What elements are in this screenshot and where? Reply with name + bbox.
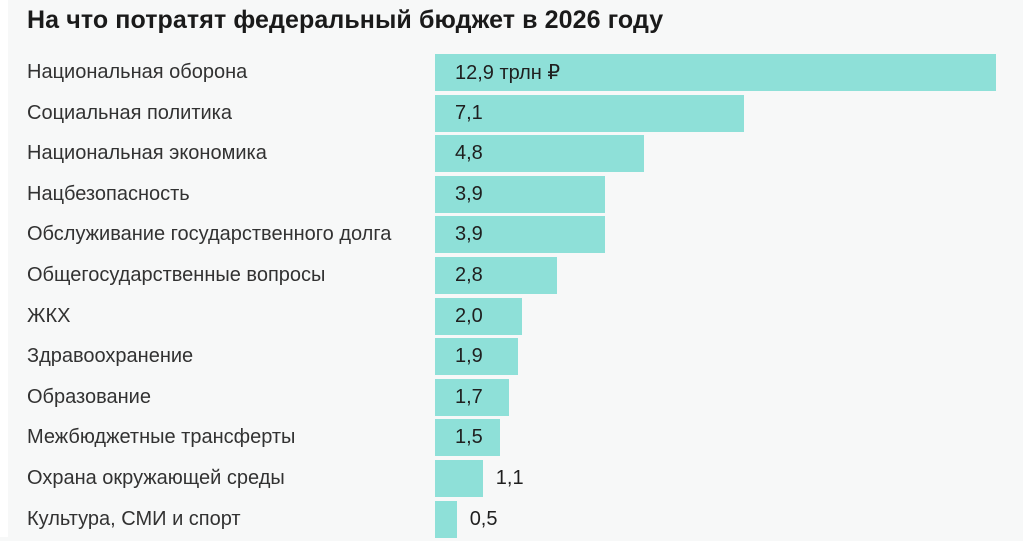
chart-row: Социальная политика 7,1 bbox=[0, 94, 1023, 136]
category-label: Охрана окружающей среды bbox=[27, 466, 285, 489]
chart-row: Здравоохранение 1,9 bbox=[0, 338, 1023, 379]
category-label: Общегосударственные вопросы bbox=[27, 263, 326, 286]
chart-row: Общегосударственные вопросы 2,8 bbox=[0, 256, 1023, 298]
value-label: 3,9 bbox=[455, 223, 483, 246]
category-label: ЖКХ bbox=[27, 304, 71, 327]
value-label: 1,9 bbox=[455, 345, 483, 368]
chart-title: На что потратят федеральный бюджет в 202… bbox=[27, 6, 664, 34]
chart-row: Охрана окружающей среды 1,1 bbox=[0, 459, 1023, 501]
value-label: 7,1 bbox=[455, 101, 483, 124]
category-label: Здравоохранение bbox=[27, 345, 194, 368]
category-label: Межбюджетные трансферты bbox=[27, 426, 296, 449]
bar bbox=[435, 216, 605, 254]
bar bbox=[435, 175, 605, 213]
bar bbox=[435, 54, 996, 91]
category-label: Культура, СМИ и спорт bbox=[27, 507, 241, 530]
value-label: 4,8 bbox=[455, 142, 483, 165]
category-label: Образование bbox=[27, 385, 151, 408]
chart-row: Национальная оборона 12,9 трлн ₽ bbox=[0, 54, 1023, 95]
bar bbox=[435, 256, 557, 294]
value-label: 12,9 трлн ₽ bbox=[455, 62, 561, 84]
category-label: Социальная политика bbox=[27, 101, 232, 124]
chart-row: Культура, СМИ и спорт 0,5 bbox=[0, 500, 1023, 541]
category-label: Обслуживание государственного долга bbox=[27, 223, 392, 246]
value-label: 1,1 bbox=[495, 466, 524, 489]
bar bbox=[435, 459, 483, 497]
bar bbox=[435, 297, 522, 335]
bar-chart: Национальная оборона 12,9 трлн ₽ Социальна… bbox=[0, 54, 1023, 538]
category-label: Национальная оборона bbox=[27, 61, 248, 83]
value-label: 2,0 bbox=[455, 304, 483, 327]
value-label: 3,9 bbox=[455, 182, 483, 205]
value-label: 2,8 bbox=[455, 263, 483, 286]
category-label: Национальная экономика bbox=[27, 142, 267, 165]
category-label: Нацбезопасность bbox=[27, 182, 190, 205]
bar bbox=[435, 500, 457, 538]
chart-row: Национальная экономика 4,8 bbox=[0, 135, 1023, 176]
value-label: 0,5 bbox=[469, 507, 498, 530]
value-label: 1,5 bbox=[455, 426, 483, 449]
left-edge-strip bbox=[0, 0, 8, 537]
chart-row: Образование 1,7 bbox=[0, 378, 1023, 420]
chart-row: ЖКХ 2,0 bbox=[0, 297, 1023, 339]
bar bbox=[435, 378, 509, 416]
bar bbox=[435, 135, 644, 173]
value-label: 1,7 bbox=[455, 385, 483, 408]
bar bbox=[435, 419, 501, 457]
bar bbox=[435, 338, 518, 376]
bar bbox=[435, 94, 744, 132]
chart-row: Нацбезопасность 3,9 bbox=[0, 175, 1023, 217]
chart-row: Обслуживание государственного долга 3,9 bbox=[0, 216, 1023, 257]
chart-row: Межбюджетные трансферты 1,5 bbox=[0, 419, 1023, 460]
